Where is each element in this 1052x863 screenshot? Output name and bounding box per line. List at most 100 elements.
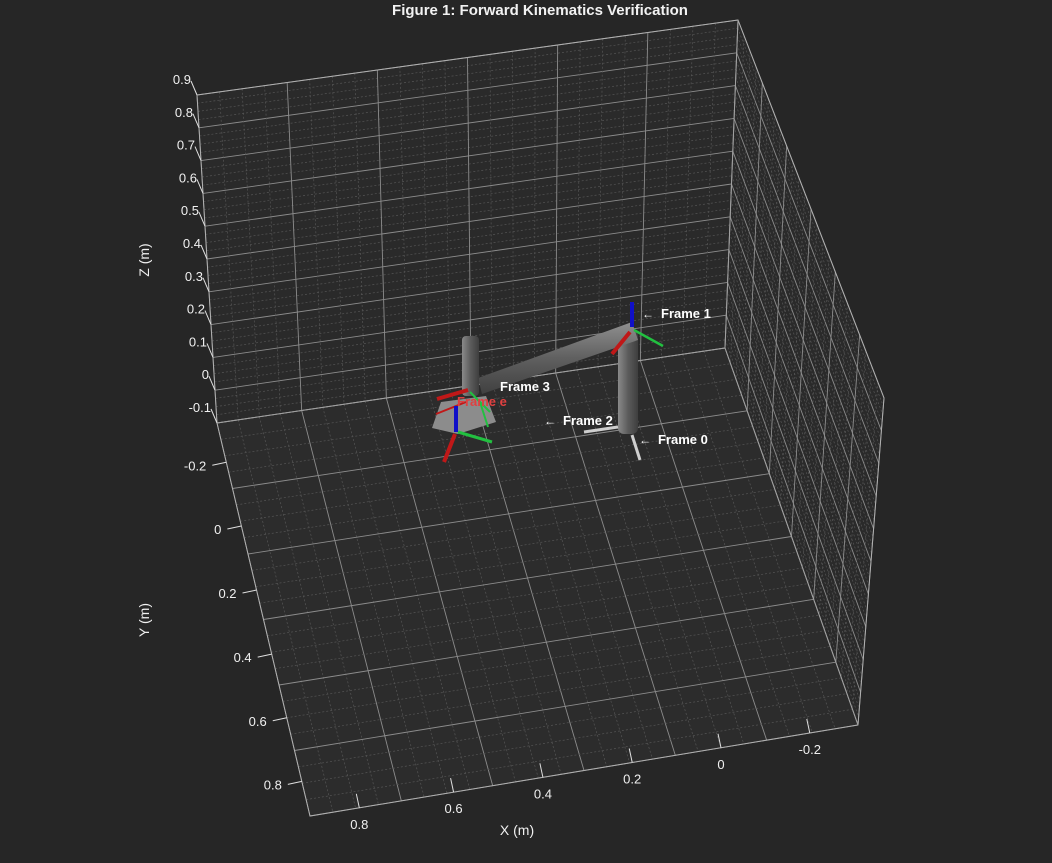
grid-minor-line (741, 67, 757, 396)
z-tick-label: 0.2 (187, 302, 205, 317)
grid-minor-line (331, 76, 345, 405)
grid-minor-line (240, 441, 759, 522)
grid-major-line (294, 661, 836, 751)
frame-e-label: Frame e (457, 394, 507, 409)
grid-minor-line (512, 51, 514, 380)
frame-1-arrow: ← (642, 307, 654, 321)
frame-1-y-axis (633, 328, 664, 348)
x-tick-mark (450, 778, 455, 793)
frame-3-label-group: Frame 3 (500, 379, 550, 394)
grid-minor-line (309, 79, 324, 408)
grid-minor-line (267, 551, 798, 637)
grid-minor-line (354, 73, 366, 402)
grid-minor-line (597, 38, 604, 367)
z-tick-mark (200, 244, 208, 260)
grid-minor-line (275, 583, 809, 669)
z-tick-mark (208, 376, 216, 391)
z-axis-label: Z (m) (136, 243, 152, 276)
frame-3-x-axis-2 (435, 401, 467, 415)
end-effector-plate (432, 396, 496, 434)
y-tick-label: 0.8 (264, 777, 282, 792)
grid-minor-line (661, 29, 671, 358)
x-tick-mark (355, 793, 360, 808)
x-tick-mark (539, 763, 544, 778)
frame-3-x-axis (436, 388, 469, 401)
frame-e-triad (442, 406, 493, 463)
grid-minor-line (802, 240, 824, 568)
grid-major-line (263, 536, 792, 620)
z-tick-mark (204, 310, 212, 325)
frame-1-triad (610, 302, 664, 356)
x-tick-label: 0.4 (534, 786, 552, 801)
grid-major-line (467, 57, 472, 386)
grid-major-line (286, 82, 303, 411)
z-tick-label: 0.8 (175, 105, 193, 120)
z-tick-label: 0.6 (179, 170, 197, 185)
grid-minor-line (219, 91, 239, 420)
y-tick-mark (227, 525, 242, 530)
corner-edge (724, 19, 739, 349)
z-tick-label: 0.9 (173, 72, 191, 87)
grid-minor-line (618, 35, 626, 364)
z-tick-label: 0.5 (181, 203, 199, 218)
y-tick-mark (212, 461, 227, 466)
grid-major-line (813, 271, 836, 600)
grid-major-line (376, 69, 387, 399)
grid-minor-line (730, 35, 745, 364)
tick-marks: -0.1 0 0.1 0.2 0.3 0.4 0.5 0.6 0.7 0.8 0.9 -0.2 0 0.2… (173, 72, 821, 832)
floor-right-edge (724, 347, 859, 726)
grid-minor-line (306, 708, 853, 800)
grid-minor-line (228, 394, 742, 473)
grid-major-line (232, 410, 748, 489)
grid-minor-line (829, 319, 854, 647)
link-1-3 (478, 322, 638, 394)
frame-2-arrow: ← (544, 414, 556, 428)
grid-minor-line (399, 66, 408, 395)
x-tick-mark (628, 748, 633, 763)
x-tick-label: 0.8 (350, 817, 368, 832)
grid-major-line (555, 44, 559, 374)
frame-3-y-axis-2 (479, 401, 489, 428)
grid-major-line (791, 208, 812, 537)
x-tick-label: 0 (717, 757, 724, 772)
grid-minor-line (264, 85, 281, 414)
frame-e-label-group: Frame e (457, 394, 507, 409)
grid-minor-line (735, 51, 751, 380)
y-tick-label: 0.6 (249, 714, 267, 729)
z-tick-mark (198, 212, 206, 227)
grid-minor-line (682, 26, 694, 355)
z-tick-mark (192, 113, 200, 128)
z-tick-label: 0 (202, 367, 209, 382)
grid-minor-line (752, 98, 769, 427)
grid-minor-line (236, 426, 753, 506)
x-tick-label: 0.2 (623, 771, 641, 786)
z-tick-mark (210, 408, 218, 424)
frame-e-y-axis (457, 430, 493, 444)
y-tick-mark (257, 653, 272, 658)
frame-1-x-axis (610, 330, 632, 356)
z-tick-label: -0.1 (189, 400, 211, 415)
frame-1-label-group: ← Frame 1 (642, 306, 711, 321)
grid-minor-line (576, 41, 581, 370)
grid-major-line (639, 32, 649, 361)
link-0-1 (618, 330, 638, 434)
frame-0-arrow: ← (639, 433, 651, 447)
frame-e-x-axis (442, 433, 457, 463)
grid-minor-line (841, 350, 867, 678)
grid-major-line (746, 82, 763, 411)
x-tick-label: -0.2 (799, 742, 821, 757)
z-tick-label: 0.4 (183, 236, 201, 251)
z-tick-mark (202, 277, 210, 292)
grid-minor-line (763, 130, 781, 458)
grid-minor-line (846, 366, 873, 694)
z-tick-label: 0.1 (189, 334, 207, 349)
grid-minor-line (489, 54, 493, 383)
grid-minor-line (534, 48, 536, 377)
grid-minor-line (286, 630, 825, 719)
grid-minor-line (703, 23, 716, 352)
frame-2-marker (583, 425, 619, 434)
grid-minor-line (824, 303, 848, 631)
grid-minor-line (444, 60, 451, 389)
grid-minor-line (271, 567, 803, 653)
